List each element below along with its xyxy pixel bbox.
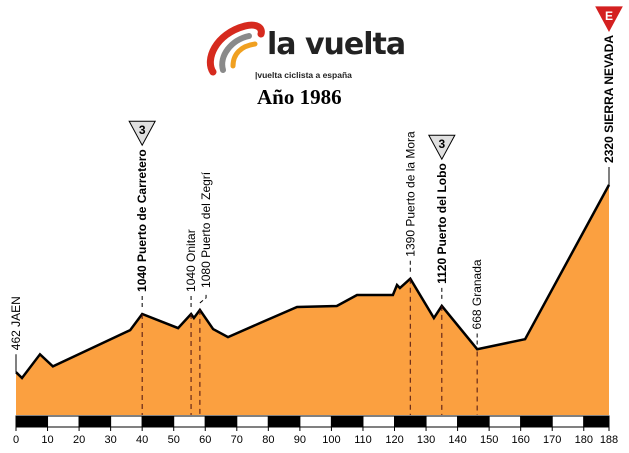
waypoint-label: 1080 Puerto del Zegrí (199, 171, 213, 288)
x-tick-label: 170 (543, 434, 561, 446)
x-tick-label: 160 (512, 434, 530, 446)
logo-brand-text: la vuelta (267, 27, 406, 62)
x-tick-label: 10 (41, 434, 53, 446)
distance-bar-segment (236, 415, 269, 428)
distance-bar-segment (457, 415, 490, 428)
waypoint-label: 462 JAEN (9, 296, 23, 350)
elevation-line (15, 184, 611, 380)
waypoint-label: 1040 Puerto de Carretero (135, 149, 149, 292)
distance-bar-segment (425, 415, 459, 428)
distance-bar-segment (267, 415, 301, 428)
distance-bar-segment (551, 415, 585, 428)
x-tick-label: 180 (575, 434, 593, 446)
distance-bar-segment (520, 415, 553, 428)
climb-category-label: 3 (438, 137, 445, 151)
climb-category-icon (128, 120, 157, 147)
distance-bar-segment (78, 415, 112, 428)
distance-bar-segment (47, 415, 80, 428)
distance-bar-segment (110, 415, 143, 428)
x-tick-label: 60 (199, 434, 211, 446)
climb-category-icon (427, 134, 456, 161)
climb-category-label: 3 (139, 123, 146, 137)
distance-bar-segment (362, 415, 396, 428)
waypoint-label: 1040 Onitar (184, 229, 198, 292)
x-tick-label: 120 (385, 434, 403, 446)
chart-title-year: Año 1986 (257, 85, 342, 109)
distance-bar-segment (204, 415, 238, 428)
x-tick-label: 100 (322, 434, 340, 446)
climb-category-icon (595, 6, 623, 32)
distance-bar-segment (488, 415, 522, 428)
x-tick-label: 80 (262, 434, 274, 446)
x-tick-label: 110 (354, 434, 372, 446)
x-tick-label: 50 (168, 434, 180, 446)
distance-bar-segment (394, 415, 427, 428)
logo-subtitle: |vuelta ciclista a españa (255, 70, 352, 80)
x-tick-label: 0 (13, 434, 19, 446)
waypoint-label: 2320 SIERRA NEVADA (602, 35, 616, 163)
elevation-area (16, 184, 609, 415)
x-tick-label: 90 (294, 434, 306, 446)
x-tick-label: 70 (231, 434, 243, 446)
distance-bar-segment (141, 415, 175, 428)
climb-category-label: E (605, 9, 613, 23)
waypoint-label: 668 Granada (470, 259, 484, 329)
distance-bar-segment (299, 415, 332, 428)
distance-bar-segment (173, 415, 206, 428)
x-tick-label: 30 (105, 434, 117, 446)
distance-bar-segment (330, 415, 364, 428)
x-tick-label: 130 (417, 434, 435, 446)
waypoint-label: 1390 Puerto de la Mora (403, 131, 417, 257)
waypoint-label-leader (199, 291, 207, 304)
x-tick-label: 188 (600, 434, 618, 446)
swirl-logo-icon (206, 21, 265, 76)
x-tick-label: 20 (73, 434, 85, 446)
distance-bar-segment (15, 415, 49, 428)
x-tick-label: 150 (480, 434, 498, 446)
waypoint-label: 1120 Puerto del Lobo (435, 163, 449, 284)
distance-bar-segment (583, 415, 610, 428)
la-vuelta-logo: la vuelta |vuelta ciclista a españa Año … (205, 20, 406, 112)
x-tick-label: 40 (136, 434, 148, 446)
x-tick-label: 140 (448, 434, 466, 446)
